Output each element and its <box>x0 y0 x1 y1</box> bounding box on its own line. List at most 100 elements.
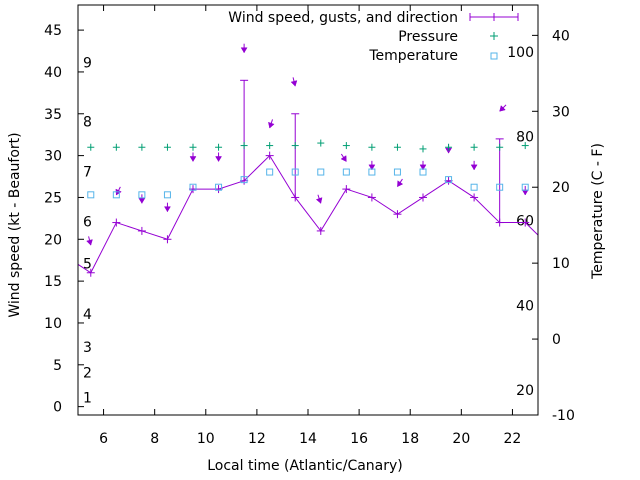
pressure-point <box>112 143 120 151</box>
pressure-point <box>470 143 478 151</box>
y2-tick-label: 20 <box>552 180 570 196</box>
y-tick-label: 15 <box>44 274 62 290</box>
wind-series <box>78 151 555 277</box>
wind-speed-point <box>291 193 300 202</box>
legend-temperature-swatch <box>490 52 498 60</box>
y-tick-label: 25 <box>44 190 62 206</box>
wind-direction-arrows <box>86 43 529 246</box>
y-tick-label: 20 <box>44 232 62 248</box>
wind-speed-point <box>495 218 504 227</box>
pressure-point <box>189 143 197 151</box>
pressure-point <box>368 143 376 151</box>
wind-direction-arrow <box>189 152 197 162</box>
wind-direction-arrow <box>86 236 93 246</box>
temperature-point <box>112 191 120 199</box>
pressure-point <box>138 143 146 151</box>
pressure-point <box>317 139 325 147</box>
x-tick-label: 12 <box>248 431 266 447</box>
wind-direction-arrow <box>397 178 404 187</box>
wind-direction-arrow <box>268 119 275 129</box>
y-tick-label: 45 <box>44 23 62 39</box>
wind-direction-arrow <box>115 186 122 196</box>
y-tick-label: 0 <box>53 400 62 416</box>
pressure-point <box>215 143 223 151</box>
x-tick-label: 16 <box>350 431 368 447</box>
wind-speed-point <box>342 185 351 194</box>
wind-direction-arrow <box>470 160 478 171</box>
wind-speed-point <box>470 193 479 202</box>
wind-direction-arrow <box>290 77 298 87</box>
beaufort-label: 6 <box>83 215 92 231</box>
x-tick-label: 14 <box>299 431 317 447</box>
x-tick-label: 20 <box>452 431 470 447</box>
wind-speed-point <box>86 268 95 277</box>
wind-speed-point <box>367 193 376 202</box>
y-axis-title: Wind speed (kt - Beaufort) <box>7 132 23 317</box>
legend: Wind speed, gusts, and direction Pressur… <box>228 10 519 64</box>
wind-direction-arrow <box>315 194 323 204</box>
temperature-series <box>87 168 529 199</box>
temperature-point <box>470 183 478 191</box>
pressure-point <box>393 143 401 151</box>
wind-direction-arrow <box>499 104 507 112</box>
wind-direction-arrow <box>368 160 376 171</box>
temperature-point <box>189 183 197 191</box>
y2-tick-label: 0 <box>552 332 561 348</box>
wind-speed-point <box>316 226 325 235</box>
y2-tick-label: 30 <box>552 104 570 120</box>
wind-speed-point <box>393 210 402 219</box>
wind-speed-point <box>163 235 172 244</box>
wind-direction-arrow <box>340 153 347 162</box>
temperature-point <box>445 176 453 184</box>
pressure-point <box>496 143 504 151</box>
pressure-point <box>163 143 171 151</box>
pressure-point <box>419 145 427 153</box>
beaufort-label: 4 <box>83 307 92 323</box>
x-axis-title: Local time (Atlantic/Canary) <box>207 458 403 474</box>
y2-tick-label: 10 <box>552 256 570 272</box>
wind-speed-point <box>112 218 121 227</box>
legend-pressure-label: Pressure <box>398 29 458 45</box>
wind-direction-arrow <box>138 194 146 204</box>
wind-speed-point <box>419 193 427 202</box>
wind-direction-arrow <box>240 43 248 54</box>
wind-direction-arrow <box>419 160 427 171</box>
y-tick-label: 40 <box>44 65 62 81</box>
wind-speed-point <box>265 151 274 160</box>
temperature-point <box>342 168 350 176</box>
y-tick-label: 35 <box>44 107 62 123</box>
beaufort-label: 8 <box>83 114 92 130</box>
fahrenheit-label: 20 <box>516 383 534 399</box>
y2-axis-title: Temperature (C - F) <box>590 143 606 280</box>
wind-speed-point <box>137 226 146 235</box>
x-tick-label: 6 <box>99 431 108 447</box>
beaufort-scale: 1 2 3 4 5 6 7 8 9 <box>83 56 92 407</box>
pressure-series <box>87 139 529 153</box>
pressure-point <box>87 143 95 151</box>
temperature-point <box>266 168 274 176</box>
beaufort-label: 5 <box>83 257 92 273</box>
temperature-point <box>393 168 401 176</box>
wind-direction-arrow <box>215 152 222 162</box>
pressure-point <box>240 142 248 150</box>
gust-bars <box>240 79 504 223</box>
y2-tick-label: 40 <box>552 28 570 44</box>
pressure-point <box>342 142 350 150</box>
beaufort-label: 7 <box>83 165 92 181</box>
beaufort-label: 2 <box>83 365 92 381</box>
x-tick-label: 22 <box>504 431 522 447</box>
temperature-point <box>163 191 171 199</box>
temperature-point <box>240 176 248 184</box>
temperature-point <box>419 168 427 176</box>
wind-speed-point <box>547 244 555 252</box>
x-tick-label: 18 <box>401 431 419 447</box>
legend-wind-swatch <box>469 13 519 21</box>
fahrenheit-label: 40 <box>516 299 534 315</box>
wind-speed-point <box>521 218 530 227</box>
x-tick-label: 8 <box>150 431 159 447</box>
temperature-point <box>368 168 376 176</box>
beaufort-label: 3 <box>83 340 92 356</box>
y-tick-label: 10 <box>44 316 62 332</box>
pressure-point <box>291 142 299 150</box>
